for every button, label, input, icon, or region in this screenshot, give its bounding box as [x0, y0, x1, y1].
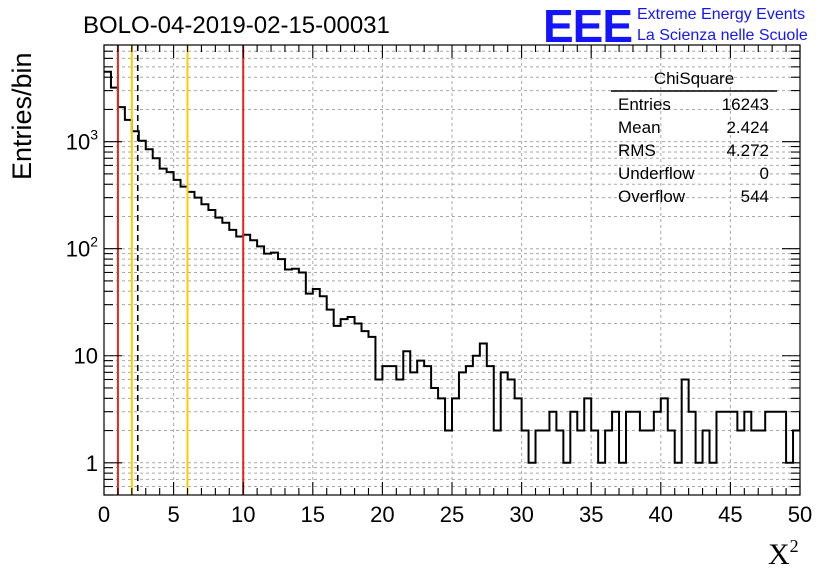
- stats-label-rms: RMS: [618, 141, 656, 160]
- x-tick-label-5: 5: [167, 502, 179, 527]
- x-tick-labels: 0 5 10 15 20 25 30 35 40 45 50: [98, 502, 812, 527]
- y-axis-label: Entries/bin: [7, 52, 37, 180]
- y-tick-label-0: 1: [86, 451, 98, 476]
- x-axis-label-exponent: 2: [790, 536, 799, 556]
- stats-value-rms: 4.272: [726, 141, 769, 160]
- y-tick-label-exponent-2: 2: [90, 234, 98, 250]
- x-tick-label-30: 30: [509, 502, 533, 527]
- chart-title: BOLO-04-2019-02-15-00031: [83, 12, 390, 39]
- x-tick-label-35: 35: [579, 502, 603, 527]
- y-tick-label-base-2: 10: [66, 237, 90, 262]
- stats-value-entries: 16243: [722, 95, 769, 114]
- x-tick-label-50: 50: [788, 502, 812, 527]
- axis-ticks: [103, 44, 801, 496]
- x-tick-label-20: 20: [370, 502, 394, 527]
- x-tick-label-10: 10: [231, 502, 255, 527]
- x-tick-label-40: 40: [649, 502, 673, 527]
- stats-value-mean: 2.424: [726, 118, 769, 137]
- y-tick-label-base-0: 1: [86, 451, 98, 476]
- stats-value-underflow: 0: [760, 164, 769, 183]
- y-tick-label-2: 102: [66, 234, 98, 262]
- y-tick-label-1: 10: [74, 344, 98, 369]
- y-tick-label-base-1: 10: [74, 344, 98, 369]
- stats-value-overflow: 544: [741, 187, 769, 206]
- stats-label-mean: Mean: [618, 118, 661, 137]
- x-tick-label-15: 15: [301, 502, 325, 527]
- eee-logo-line1: Extreme Energy Events: [637, 6, 805, 23]
- histogram-bins: [104, 70, 800, 464]
- eee-logo-mark: EEE: [543, 0, 632, 52]
- stats-label-entries: Entries: [618, 95, 671, 114]
- y-tick-label-3: 103: [66, 127, 98, 155]
- x-tick-label-0: 0: [98, 502, 110, 527]
- x-tick-label-45: 45: [718, 502, 742, 527]
- stats-title: ChiSquare: [654, 69, 734, 88]
- stats-label-overflow: Overflow: [618, 187, 686, 206]
- stats-label-underflow: Underflow: [618, 164, 695, 183]
- x-axis-label-base: X: [768, 538, 790, 571]
- x-tick-label-25: 25: [440, 502, 464, 527]
- y-tick-label-exponent-3: 3: [90, 127, 98, 143]
- reference-lines: [116, 45, 245, 495]
- eee-logo-line2: La Scienza nelle Scuole: [637, 27, 808, 44]
- x-axis-label: X2: [768, 536, 799, 571]
- y-tick-label-base-3: 10: [66, 130, 90, 155]
- stats-box: ChiSquare Entries 16243 Mean 2.424 RMS 4…: [611, 69, 777, 206]
- eee-logo: EEE Extreme Energy Events La Scienza nel…: [543, 0, 808, 52]
- histogram-outline: [104, 70, 800, 464]
